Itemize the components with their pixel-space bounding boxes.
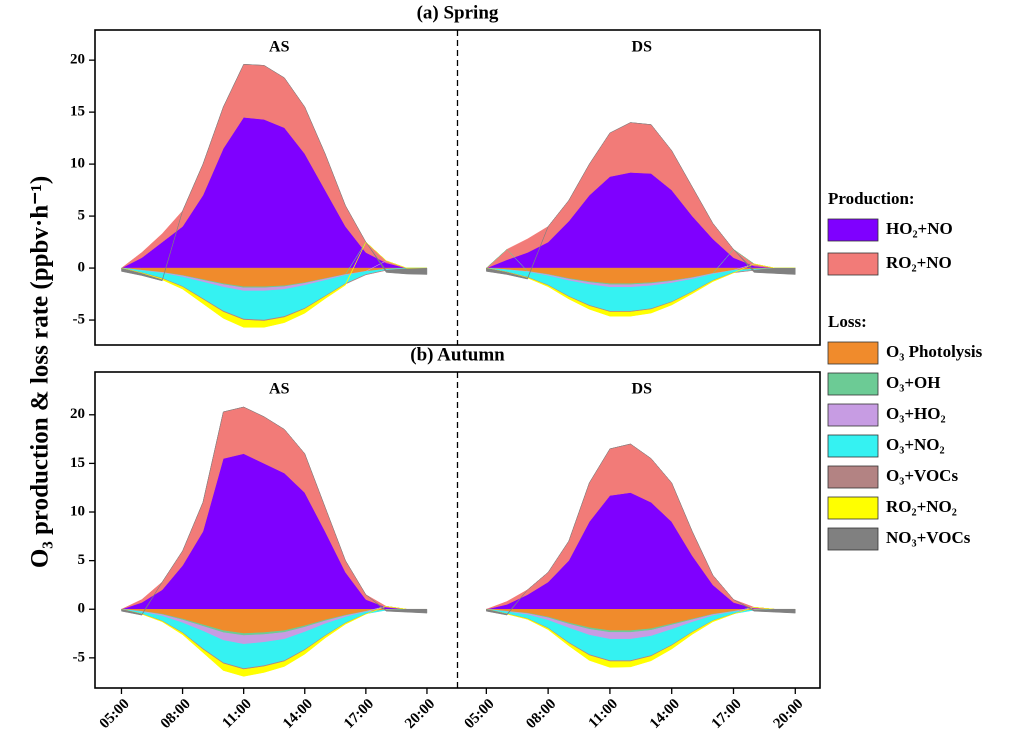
y-tick-label: 15 [70, 104, 85, 120]
y-tick-label: 15 [70, 455, 85, 471]
legend-swatch [827, 496, 879, 520]
section-label: AS [269, 39, 290, 56]
panel-title: (b) Autumn [410, 344, 505, 365]
legend-swatch [827, 218, 879, 242]
area-segment [121, 117, 427, 269]
legend-title: Production: [828, 189, 915, 208]
area-segment [486, 172, 796, 269]
legend-label: O₃+HO₂ [886, 404, 946, 423]
x-tick-label: 05:00 [462, 696, 498, 732]
legend-label: O₃+VOCs [886, 466, 958, 485]
legend-label: O₃+NO₂ [886, 435, 945, 454]
legend-label: RO₂+NO [886, 253, 952, 272]
legend-swatch [827, 252, 879, 276]
panel-title: (a) Spring [417, 2, 499, 23]
legend-title: Loss: [828, 312, 867, 331]
area-segment [486, 607, 796, 668]
area-segment [486, 263, 796, 317]
y-tick-label: 10 [70, 156, 85, 172]
area-segment [486, 122, 796, 280]
x-tick-label: 14:00 [280, 696, 316, 732]
legend-swatch [827, 341, 879, 365]
legend-swatch [827, 465, 879, 489]
x-tick-label: 11:00 [219, 696, 254, 731]
area-segment [486, 443, 796, 616]
x-tick-label: 20:00 [402, 696, 438, 732]
legend-swatch [827, 527, 879, 551]
section-label: AS [269, 381, 290, 398]
x-tick-label: 17:00 [341, 696, 377, 732]
legend-swatch [827, 372, 879, 396]
y-tick-label: 0 [78, 260, 86, 276]
area-segment [121, 406, 428, 616]
y-tick-label: 20 [70, 406, 85, 422]
plot-frame [94, 371, 821, 689]
section-label: DS [632, 39, 653, 56]
y-tick-label: 10 [70, 503, 85, 519]
y-tick-label: 5 [78, 552, 86, 568]
legend-label: HO₂+NO [886, 219, 953, 238]
y-tick-label: 20 [70, 52, 85, 68]
legend-label: O₃+OH [886, 373, 940, 392]
x-tick-label: 14:00 [647, 696, 683, 732]
y-axis-label: O₃ production & loss rate (ppbv·h⁻¹) [27, 176, 54, 568]
area-segment [121, 453, 427, 610]
x-tick-label: 08:00 [158, 696, 194, 732]
section-label: DS [632, 381, 653, 398]
area-segment [121, 606, 427, 677]
x-tick-label: 17:00 [709, 696, 745, 732]
x-tick-label: 05:00 [97, 696, 133, 732]
y-tick-label: 5 [78, 208, 86, 224]
y-tick-label: 0 [78, 601, 86, 617]
plot-frame [94, 29, 821, 346]
x-tick-label: 20:00 [770, 696, 806, 732]
x-tick-label: 11:00 [586, 696, 621, 731]
legend-label: O₃ Photolysis [886, 342, 983, 361]
y-tick-label: -5 [73, 649, 86, 665]
area-segment [121, 241, 427, 328]
y-tick-label: -5 [73, 311, 86, 327]
legend-swatch [827, 403, 879, 427]
legend-label: NO₃+VOCs [886, 528, 971, 547]
legend-swatch [827, 434, 879, 458]
legend-label: RO₂+NO₂ [886, 497, 957, 516]
x-tick-label: 08:00 [523, 696, 559, 732]
area-segment [121, 64, 428, 282]
